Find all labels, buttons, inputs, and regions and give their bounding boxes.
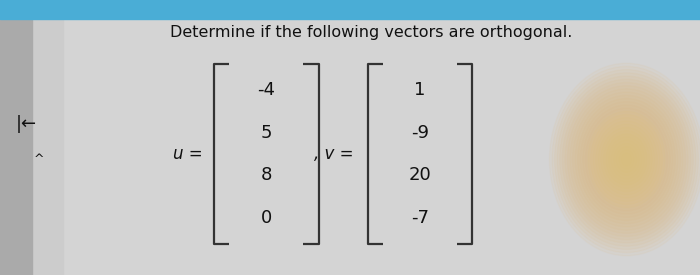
Text: 20: 20: [409, 166, 431, 184]
Bar: [0, 0, 32, 275]
Text: 1: 1: [414, 81, 426, 99]
Ellipse shape: [554, 70, 699, 249]
Text: Determine if the following vectors are orthogonal.: Determine if the following vectors are o…: [170, 25, 572, 40]
Bar: [0, 0, 63, 275]
Ellipse shape: [552, 67, 700, 252]
Text: 0: 0: [260, 209, 272, 227]
Text: , v =: , v =: [314, 145, 354, 163]
Text: -4: -4: [257, 81, 275, 99]
Text: -9: -9: [411, 124, 429, 142]
Text: u =: u =: [174, 145, 203, 163]
Text: 5: 5: [260, 124, 272, 142]
Text: 8: 8: [260, 166, 272, 184]
Text: -7: -7: [411, 209, 429, 227]
Text: ^: ^: [34, 153, 43, 166]
Ellipse shape: [550, 63, 700, 256]
Text: |←: |←: [15, 115, 36, 133]
Bar: [0, 0, 700, 19]
